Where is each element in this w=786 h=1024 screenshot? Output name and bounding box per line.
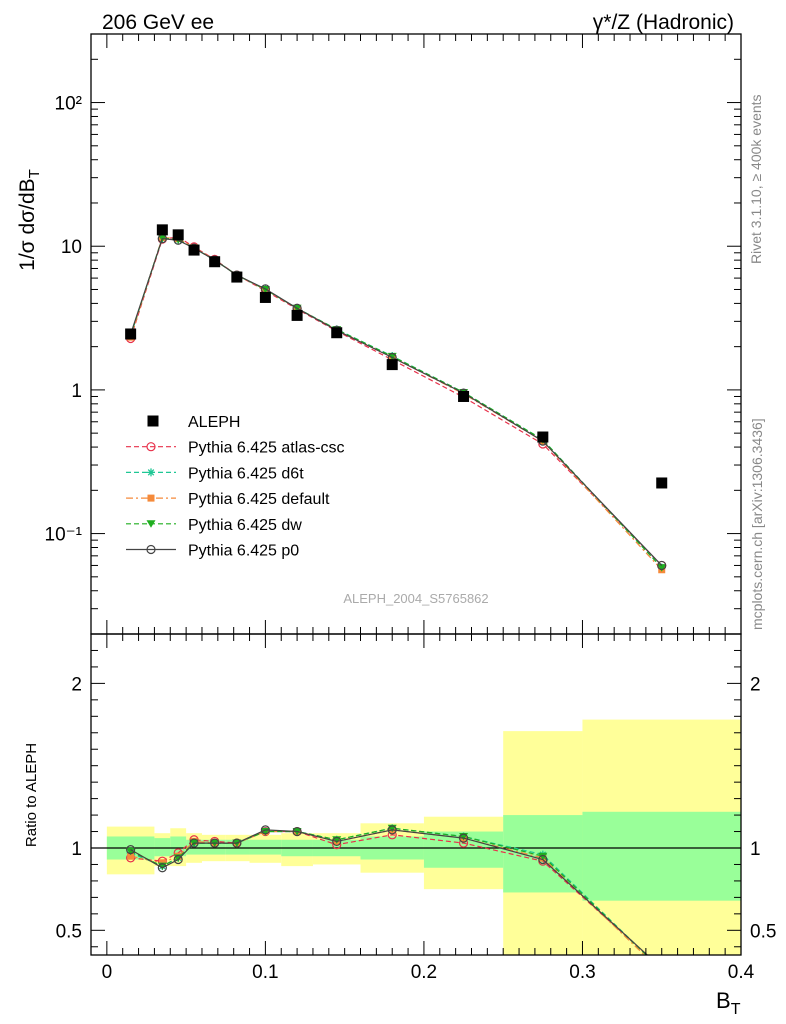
ratio-point-p0	[292, 826, 302, 837]
ratio-y-tick-label-right: 1	[750, 839, 761, 860]
data-point-aleph	[291, 309, 303, 321]
main-panel: 10⁻¹ 1 10 10² 1/σ dσ/dBT	[16, 33, 742, 635]
data-point-aleph	[331, 327, 343, 339]
left-title: 206 GeV ee	[102, 11, 214, 34]
data-point-aleph	[125, 328, 137, 340]
legend-marker-dw	[146, 520, 156, 528]
ratio-point-p0	[173, 854, 183, 865]
x-axis-label: BT	[716, 988, 741, 1018]
ratio-y-tick-label: 0.5	[56, 921, 82, 942]
ratio-point-p0	[232, 838, 242, 848]
data-point-aleph	[209, 256, 221, 268]
ratio-frame	[90, 633, 742, 956]
legend-entry-d6t: Pythia 6.425 d6t	[126, 465, 304, 482]
ratio-point-default	[658, 968, 665, 975]
legend-marker-aleph	[147, 415, 159, 427]
data-point-aleph	[188, 244, 200, 256]
legend-entry-atlas_csc: Pythia 6.425 atlas-csc	[126, 440, 345, 457]
legend-entry-p0: Pythia 6.425 p0	[126, 543, 299, 560]
ratio-point-p0	[126, 845, 136, 855]
point-p0	[657, 560, 667, 571]
ratio-y-axis-label: Ratio to ALEPH	[23, 743, 40, 847]
point-dw	[657, 564, 667, 572]
y-tick-label: 10	[61, 237, 82, 258]
ratio-point-p0	[189, 838, 199, 848]
legend-marker-d6t	[147, 468, 155, 477]
ratio-point-atlas_csc	[658, 964, 666, 972]
y-tick-label: 10²	[55, 94, 82, 115]
y-axis-label: 1/σ dσ/dBT	[16, 169, 43, 271]
mcplots-label: mcplots.cern.ch [arXiv:1306.3436]	[749, 418, 765, 630]
legend-marker-atlas_csc	[146, 442, 156, 452]
data-point-aleph	[172, 229, 184, 241]
ratio-point-p0	[658, 964, 666, 972]
data-point-aleph	[386, 359, 398, 371]
analysis-id: ALEPH_2004_S5765862	[343, 591, 488, 606]
x-tick-label: 0.2	[411, 962, 437, 983]
legend-label-d6t: Pythia 6.425 d6t	[188, 465, 304, 482]
ratio-point-p0	[157, 863, 167, 873]
ratio-point-dw	[538, 852, 548, 861]
ratio-y-tick-label-right: 0.5	[750, 921, 776, 942]
legend-label-atlas_csc: Pythia 6.425 atlas-csc	[188, 440, 345, 457]
ratio-point-dw	[126, 847, 136, 856]
legend-label-data: ALEPH	[188, 414, 240, 431]
ratio-point-p0	[332, 836, 342, 847]
x-tick-label: 0.1	[252, 962, 278, 983]
legend-entry-dw: Pythia 6.425 dw	[126, 517, 302, 534]
y-tick-label: 10⁻¹	[45, 525, 83, 546]
data-point-aleph	[259, 291, 271, 303]
ratio-line-p0	[130, 829, 649, 955]
right-title: γ*/Z (Hadronic)	[593, 11, 734, 34]
ratio-point-p0	[210, 838, 220, 848]
rivet-label: Rivet 3.1.10, ≥ 400k events	[748, 94, 764, 264]
ratio-y-tick-label-right: 2	[750, 674, 761, 695]
ratio-point-p0	[260, 825, 270, 835]
legend-marker-default	[147, 494, 155, 502]
legend-entry-default: Pythia 6.425 default	[126, 491, 330, 508]
data-point-aleph	[231, 271, 243, 283]
main-data-layer	[125, 224, 668, 574]
ratio-point-dw	[657, 966, 666, 974]
data-point-aleph	[537, 431, 549, 443]
uncertainty-band-inner	[249, 839, 282, 855]
ratio-data-layer	[91, 719, 741, 975]
legend: ALEPH Pythia 6.425 atlas-csc Pythia 6.425 …	[126, 414, 345, 560]
data-point-aleph	[156, 224, 168, 236]
x-tick-label: 0	[102, 962, 113, 983]
legend-entry-data: ALEPH	[147, 414, 240, 431]
ratio-point-default	[127, 852, 135, 860]
point-dw	[387, 352, 397, 361]
y-tick-label: 1	[71, 381, 82, 402]
legend-label-default: Pythia 6.425 default	[188, 491, 330, 508]
y-axis-label-sub: T	[26, 169, 43, 178]
ratio-point-p0	[538, 854, 548, 865]
legend-marker-p0	[146, 544, 156, 555]
data-point-aleph	[458, 390, 470, 402]
x-axis-label-sub: T	[731, 1001, 741, 1018]
ratio-point-p0	[458, 833, 469, 843]
ratio-y-tick-label: 1	[71, 839, 82, 860]
x-tick-label: 0.4	[728, 962, 755, 983]
legend-label-dw: Pythia 6.425 dw	[188, 517, 302, 534]
uncertainty-band-inner	[154, 838, 171, 857]
ratio-point-p0	[387, 825, 397, 835]
ratio-y-tick-label: 2	[71, 674, 82, 695]
x-tick-label: 0.3	[569, 962, 595, 983]
legend-label-p0: Pythia 6.425 p0	[188, 543, 299, 560]
ratio-panel: 0.5 0.5 1 1 2 2 0 0.1 0.2 0.3 0.4 Ratio to ALEPH BT	[23, 633, 776, 1018]
uncertainty-band-inner	[582, 811, 741, 901]
ratio-point-d6t	[658, 966, 666, 974]
data-point-aleph	[656, 477, 668, 489]
